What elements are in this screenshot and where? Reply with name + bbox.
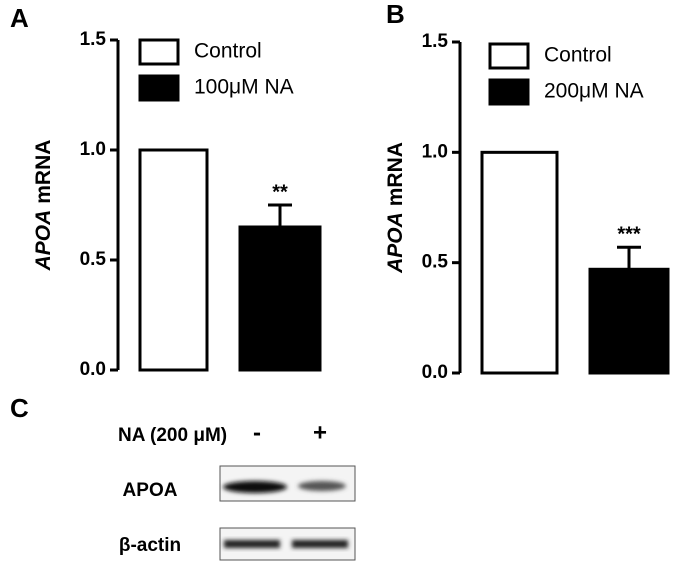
y-tick-label: 0.5 [80, 249, 107, 270]
y-tick-label: 1.0 [422, 141, 448, 162]
panel-label: C [10, 393, 29, 423]
y-tick-label: 0.5 [422, 252, 449, 273]
legend-swatch [488, 78, 530, 106]
blot-apoa [219, 465, 356, 502]
bar [480, 150, 559, 375]
legend-swatch [488, 42, 530, 70]
lane-label: - [253, 419, 261, 446]
bar [138, 148, 209, 372]
panel-label: B [386, 0, 405, 29]
significance: ** [272, 181, 288, 203]
bar [238, 225, 322, 372]
significance: *** [617, 224, 641, 246]
y-axis-label-part: mRNA [384, 142, 407, 206]
y-axis-label-part: APOA [32, 210, 55, 272]
blot-actin [219, 527, 356, 561]
y-axis-label-part: mRNA [32, 140, 55, 204]
y-tick-label: 1.5 [80, 29, 107, 50]
row-label: β-actin [119, 535, 181, 556]
row-label: APOA [123, 480, 178, 501]
legend-label: 100μM NA [194, 76, 294, 99]
panel-label: A [10, 3, 29, 33]
y-tick-label: 1.0 [80, 139, 106, 160]
legend-label: 200μM NA [544, 80, 644, 103]
y-tick-label: 0.0 [422, 362, 448, 383]
legend-swatch [138, 74, 180, 102]
y-axis-label-part: APOA [384, 212, 407, 274]
y-axis-label: APOA mRNA [32, 140, 55, 272]
legend-label: Control [194, 40, 262, 63]
y-tick-label: 0.0 [80, 359, 106, 380]
lane-label: + [313, 419, 327, 446]
legend-label: Control [544, 44, 612, 67]
bar [588, 267, 670, 375]
legend-swatch [138, 38, 180, 66]
y-axis-label: APOA mRNA [384, 142, 407, 274]
treatment-label: NA (200 μM) [118, 425, 227, 446]
y-tick-label: 1.5 [422, 31, 449, 52]
